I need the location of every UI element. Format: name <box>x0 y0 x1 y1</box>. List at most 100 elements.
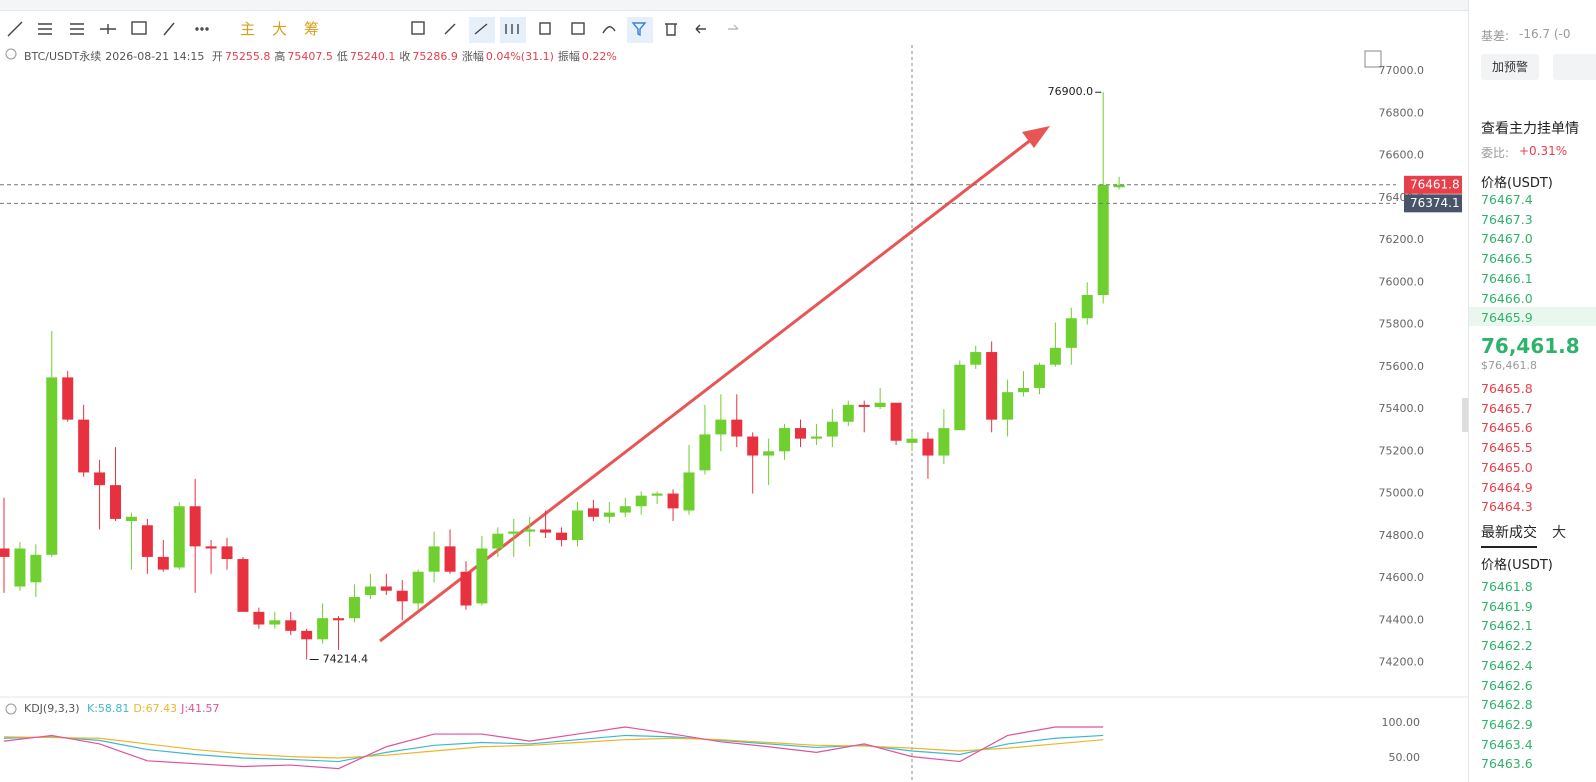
candle-body <box>317 618 329 640</box>
bids-row: 76465.0 <box>1481 459 1533 475</box>
candle-body <box>571 510 583 541</box>
trend-arrow <box>379 137 1033 643</box>
asks-row: 76466.0 <box>1481 290 1533 306</box>
last-price-usd: $76,461.8 <box>1481 359 1537 372</box>
candle-body <box>906 438 918 443</box>
ohlc-header: BTC/USDT永续 2026-08-21 14:15 开 75255.8 高 7540… <box>24 48 621 64</box>
field-value: 0.22% <box>581 50 617 63</box>
candle-body <box>1081 295 1093 319</box>
candle-body <box>779 428 791 452</box>
candle-body <box>460 571 472 606</box>
ratio-value: +0.31% <box>1519 144 1568 158</box>
candle-body <box>237 559 249 612</box>
asks-row: 76465.9 <box>1481 310 1533 326</box>
asks-row: 76466.5 <box>1481 251 1533 267</box>
trades-row: 76461.8 <box>1481 579 1533 594</box>
field-label: 涨幅 <box>461 50 484 63</box>
fullscreen-icon[interactable] <box>1364 50 1382 68</box>
trades-row: 76462.8 <box>1481 697 1533 713</box>
candle-body <box>1049 347 1061 365</box>
bids-row: 76465.7 <box>1481 400 1533 416</box>
candle-body <box>651 493 663 496</box>
candle-body <box>1033 364 1045 388</box>
y-tick-label: 75400.0 <box>1379 402 1425 415</box>
candle-body <box>1113 184 1125 188</box>
drawing-toolbar <box>7 17 739 43</box>
candle-body <box>683 472 695 511</box>
candle-body <box>30 554 42 583</box>
basis-label: 基差: <box>1481 29 1510 43</box>
bids-row: 76465.8 <box>1481 381 1533 396</box>
ratio-label: 委比: <box>1481 146 1510 160</box>
y-tick-label: 75800.0 <box>1379 318 1425 331</box>
candle-body <box>221 546 233 560</box>
candle-body <box>492 533 504 549</box>
trades-row: 76463.4 <box>1481 736 1533 752</box>
tab[interactable]: 大 <box>1552 525 1566 541</box>
candle-body <box>428 546 440 572</box>
field-value: 75286.9 <box>412 50 458 63</box>
candle-body <box>731 419 743 437</box>
top-strip <box>0 0 1468 11</box>
price-tag <box>1404 194 1462 213</box>
candle-body <box>125 516 137 522</box>
y-tick-label: 76800.0 <box>1379 106 1425 119</box>
candle-body <box>94 472 106 486</box>
candle-body <box>205 546 217 549</box>
field-label: 振幅 <box>557 50 580 63</box>
asks-row: 76467.4 <box>1481 192 1533 207</box>
candle-body <box>970 352 982 365</box>
candle-body <box>524 529 536 532</box>
field-label: 高 <box>274 50 286 63</box>
candle-body <box>874 402 886 407</box>
y-tick-label: 76000.0 <box>1379 275 1425 288</box>
asks-row: 76467.0 <box>1481 231 1533 247</box>
candle-body <box>954 364 966 431</box>
candle-body <box>715 419 727 435</box>
y-tick-label: 74800.0 <box>1379 529 1425 542</box>
toolbar-button[interactable]: 主 <box>240 20 256 38</box>
candle-body <box>253 611 265 625</box>
trades-row: 76462.4 <box>1481 657 1533 673</box>
candle-body <box>826 421 838 437</box>
trades-row: 76461.9 <box>1481 598 1533 614</box>
toolbar-button[interactable]: 大 <box>272 20 288 38</box>
candle-body <box>556 532 568 541</box>
button[interactable] <box>1553 54 1596 80</box>
depth-link[interactable]: 查看主力挂单情 <box>1481 121 1579 137</box>
candle-body <box>348 597 360 619</box>
candle-body <box>922 438 934 456</box>
candle-body <box>301 630 313 640</box>
collapse-icon <box>5 703 17 715</box>
book-header: 价格(USDT) <box>1481 176 1553 191</box>
candle-body <box>1097 184 1109 296</box>
candle-body <box>986 352 998 420</box>
bids-row: 76464.3 <box>1481 499 1533 515</box>
trades-row: 76462.6 <box>1481 677 1533 693</box>
candle-body <box>508 531 520 534</box>
toolbar-button[interactable]: 筹 <box>304 20 320 38</box>
y-tick-label: 74200.0 <box>1379 656 1425 669</box>
field-value: 75240.1 <box>349 50 396 63</box>
candle-body <box>587 508 599 517</box>
kdj-line <box>3 734 1104 763</box>
candle-body <box>269 620 281 625</box>
candle-body <box>141 525 153 557</box>
candle-body <box>1065 318 1077 348</box>
chart: 74200.0 74400.0 74600.0 74800.0 75000.0 75200… <box>0 45 1468 782</box>
alert-button[interactable]: 加预警 <box>1481 54 1539 80</box>
scroll-handle[interactable] <box>1462 398 1468 432</box>
max-label: 76900.0 <box>1048 85 1094 98</box>
candle-body <box>635 495 647 507</box>
y-tick-label: 100.00 <box>1382 716 1421 729</box>
field-value: 0.04%(31.1) <box>485 50 554 63</box>
field-value: 75407.5 <box>287 50 333 63</box>
trades-tab[interactable]: 最新成交 <box>1481 522 1537 548</box>
arrow-head <box>1022 126 1050 148</box>
symbol: BTC/USDT永续 <box>24 50 102 63</box>
legend-entry: D:67.43 <box>133 702 178 715</box>
y-tick-label: 50.00 <box>1389 751 1421 764</box>
kdj-line <box>3 726 1104 770</box>
candle-body <box>157 556 169 570</box>
